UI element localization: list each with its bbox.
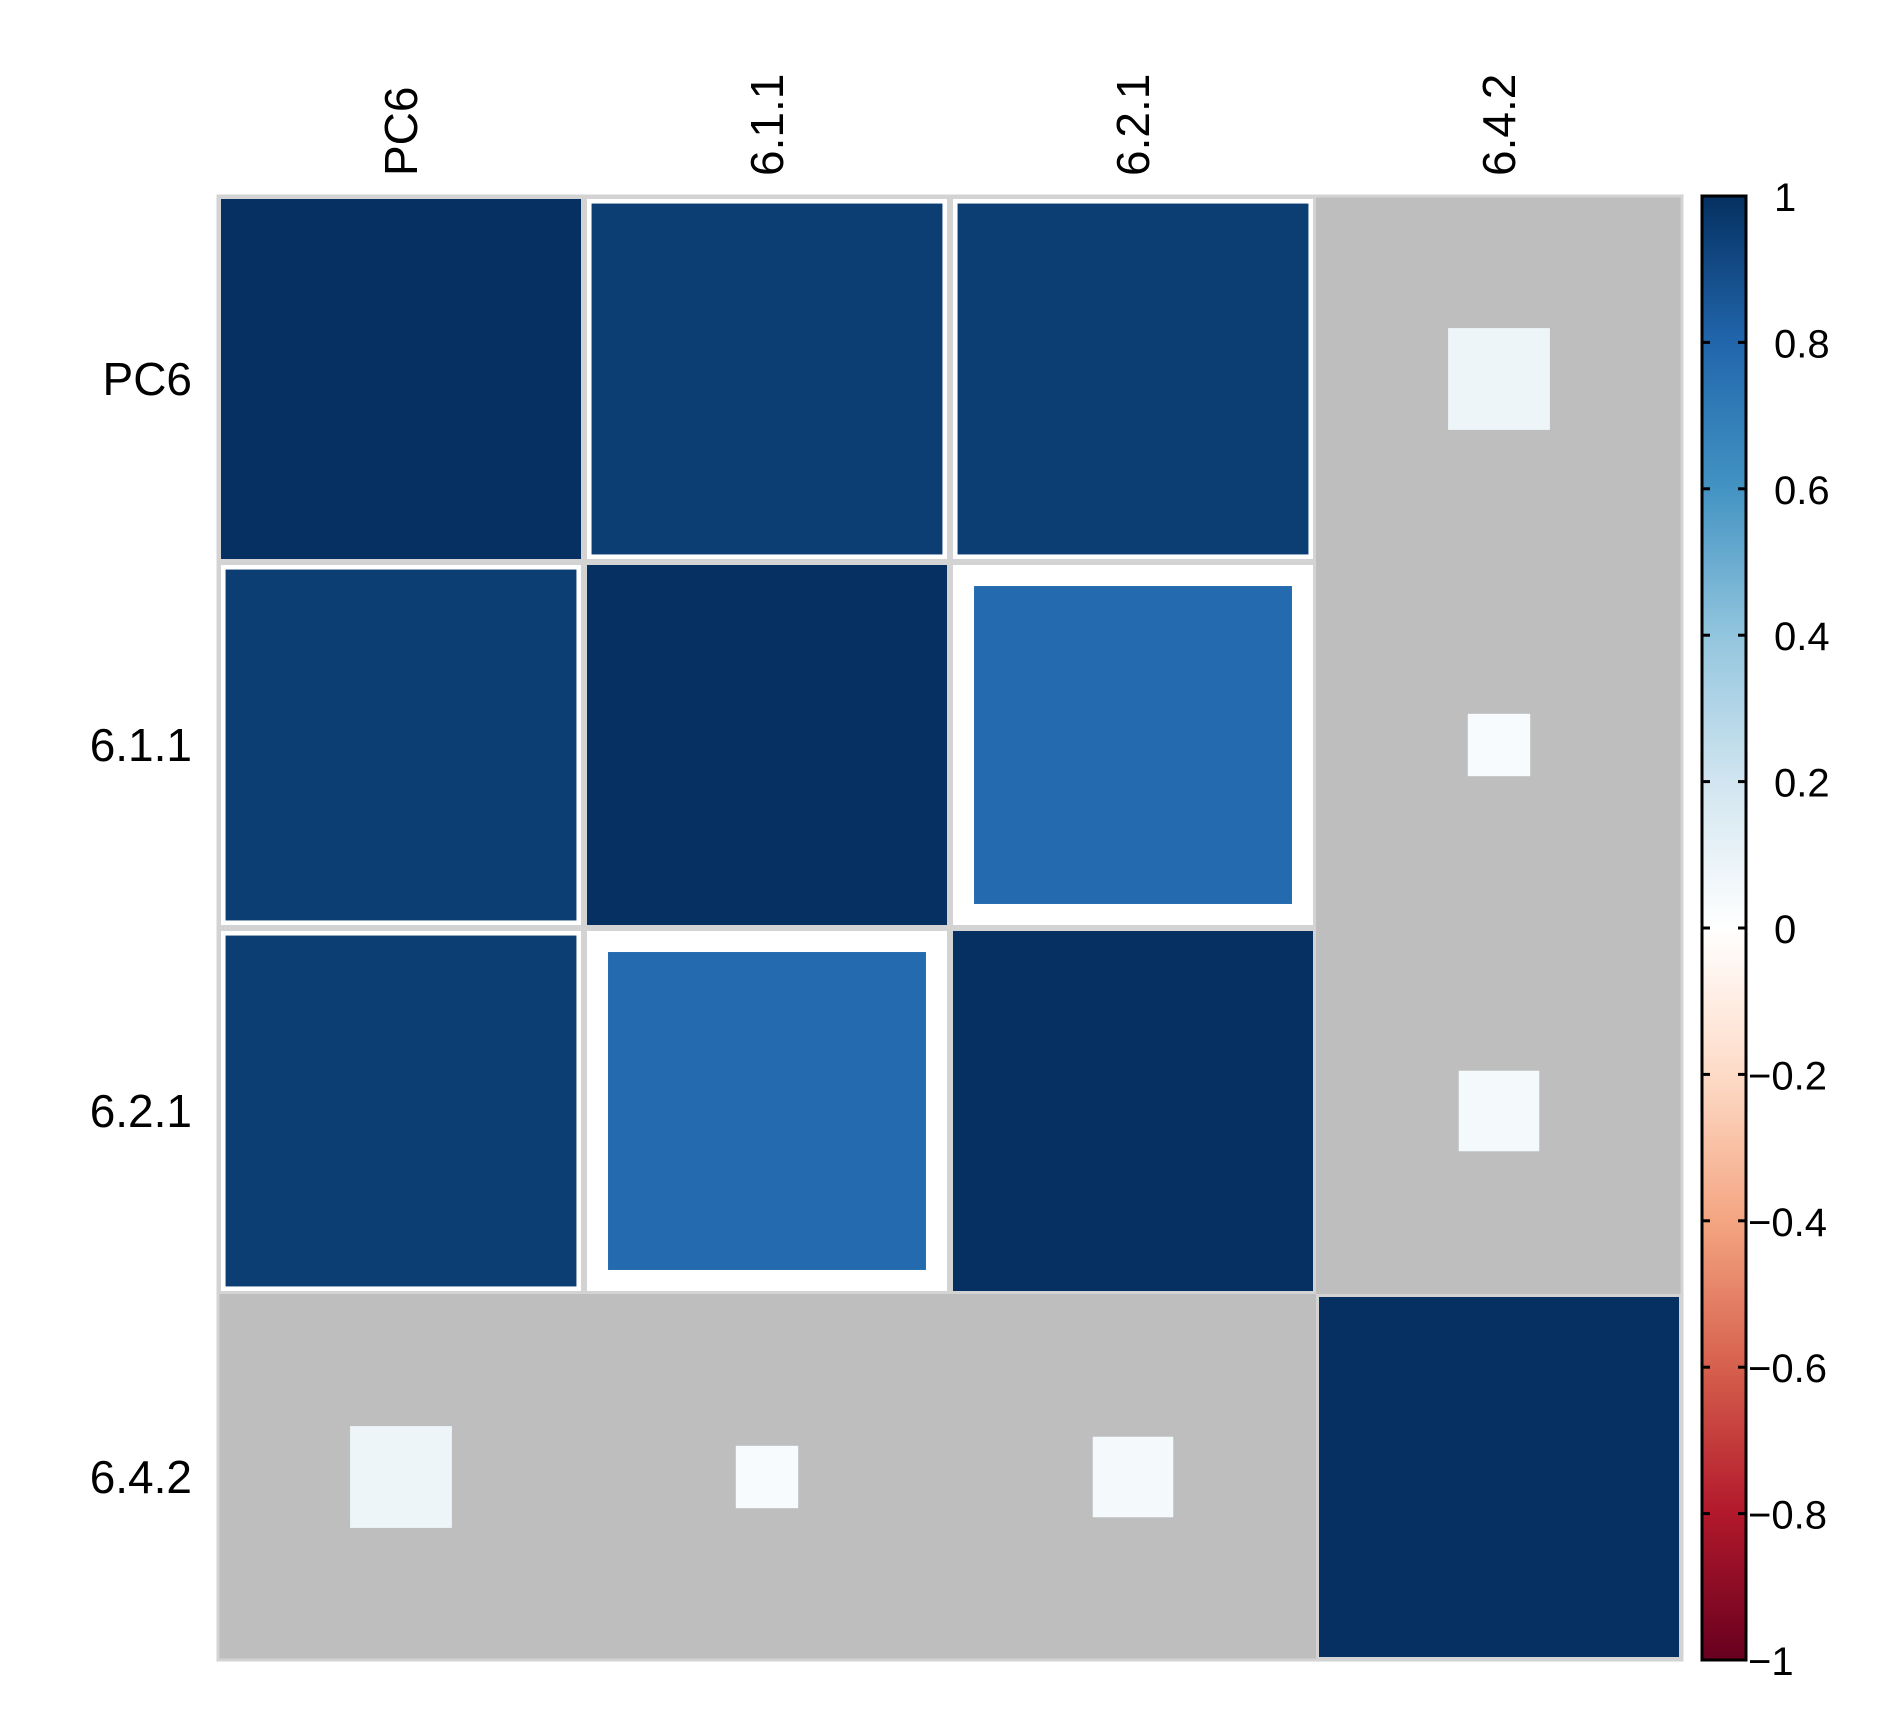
colorbar-tick-label: 0.6: [1774, 469, 1830, 513]
colorbar-tick-label: 1: [1774, 176, 1796, 220]
cell-PC6-PC6: [221, 199, 581, 559]
colorbar-tick-label: −0.2: [1748, 1054, 1827, 1098]
column-label: 6.4.2: [1473, 74, 1525, 176]
cell-6.2.1-6.1.1: [608, 952, 926, 1270]
colorbar-tick-label: −1: [1748, 1640, 1794, 1684]
row-label: PC6: [103, 353, 192, 405]
colorbar-tick-label: −0.8: [1748, 1494, 1827, 1538]
column-label: 6.1.1: [741, 74, 793, 176]
cell-6.2.1-6.2.1: [953, 931, 1313, 1291]
cell-6.2.1-PC6: [225, 935, 577, 1287]
cell-6.4.2-PC6: [350, 1426, 452, 1528]
cell-6.2.1-6.4.2: [1458, 1070, 1540, 1152]
cell-grid: [584, 928, 950, 1294]
row-label: 6.2.1: [90, 1085, 192, 1137]
colorbar-tick-label: 0.2: [1774, 762, 1830, 806]
cell-6.4.2-6.1.1: [735, 1445, 799, 1509]
cell-6.4.2-6.4.2: [1319, 1297, 1679, 1657]
cell-grid: [950, 928, 1316, 1294]
cell-grid: [584, 562, 950, 928]
colorbar-tick-label: 0.4: [1774, 615, 1830, 659]
row-label: 6.1.1: [90, 719, 192, 771]
colorbar: 1 0.8 0.6 0.4 0.2 0 −0.2 −0.4 −0.6 −0.8 −1: [1700, 176, 1830, 1684]
colorbar-tick-label: −0.6: [1748, 1347, 1827, 1391]
cell-PC6-6.1.1: [591, 203, 943, 555]
cell-6.1.1-PC6: [225, 569, 577, 921]
cell-PC6-6.2.1: [957, 203, 1309, 555]
axis-labels: PC6 PC6 6.1.1 6.1.1 6.2.1 6.2.1 6.4.2 6.4.2: [90, 74, 1525, 1503]
cell-6.1.1-6.2.1: [974, 586, 1292, 904]
column-label: 6.2.1: [1107, 74, 1159, 176]
cell-PC6-6.4.2: [1448, 328, 1550, 430]
cell-6.4.2-6.2.1: [1092, 1436, 1174, 1518]
matrix-area: [216, 194, 1684, 1662]
cell-6.1.1-6.4.2: [1467, 713, 1531, 777]
column-label: PC6: [375, 87, 427, 176]
matrix-border: [216, 194, 1684, 1662]
cell-6.1.1-6.1.1: [587, 565, 947, 925]
colorbar-tick-label: 0: [1774, 908, 1796, 952]
colorbar-tick-label: 0.8: [1774, 322, 1830, 366]
row-label: 6.4.2: [90, 1451, 192, 1503]
colorbar-tick-label: −0.4: [1748, 1201, 1827, 1245]
cell-grid: [950, 562, 1316, 928]
